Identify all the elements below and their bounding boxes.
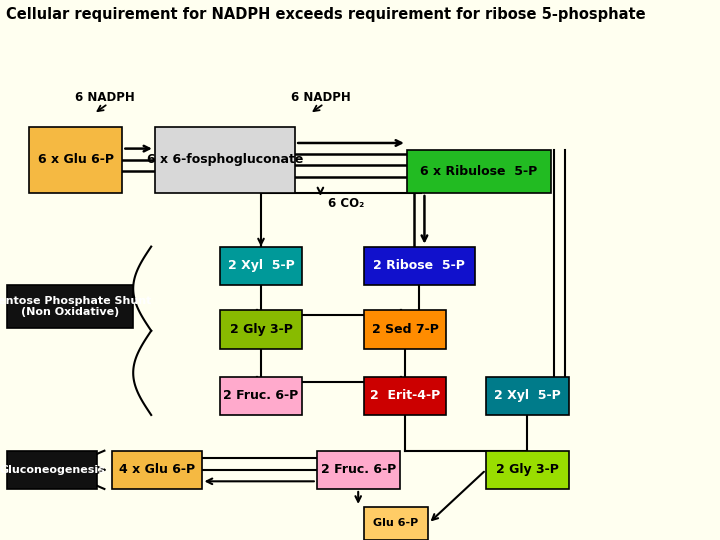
FancyBboxPatch shape bbox=[112, 451, 202, 489]
FancyBboxPatch shape bbox=[486, 377, 569, 415]
FancyBboxPatch shape bbox=[407, 150, 551, 193]
FancyBboxPatch shape bbox=[364, 377, 446, 415]
Text: Gluconeogenesis: Gluconeogenesis bbox=[0, 465, 105, 475]
Text: 2 Gly 3-P: 2 Gly 3-P bbox=[496, 463, 559, 476]
FancyBboxPatch shape bbox=[364, 507, 428, 540]
Text: 2 Ribose  5-P: 2 Ribose 5-P bbox=[374, 259, 465, 272]
FancyBboxPatch shape bbox=[7, 451, 97, 489]
FancyBboxPatch shape bbox=[29, 127, 122, 193]
Text: 2 Sed 7-P: 2 Sed 7-P bbox=[372, 323, 438, 336]
FancyBboxPatch shape bbox=[220, 310, 302, 349]
Text: 2 Xyl  5-P: 2 Xyl 5-P bbox=[228, 259, 294, 272]
Text: Glu 6-P: Glu 6-P bbox=[374, 518, 418, 529]
FancyBboxPatch shape bbox=[364, 310, 446, 349]
FancyBboxPatch shape bbox=[7, 285, 133, 328]
Text: 2 Xyl  5-P: 2 Xyl 5-P bbox=[494, 389, 561, 402]
FancyBboxPatch shape bbox=[220, 377, 302, 415]
Text: 6 x Glu 6-P: 6 x Glu 6-P bbox=[37, 153, 114, 166]
FancyBboxPatch shape bbox=[155, 127, 295, 193]
Text: 6 x Ribulose  5-P: 6 x Ribulose 5-P bbox=[420, 165, 537, 178]
Text: 2 Gly 3-P: 2 Gly 3-P bbox=[230, 323, 292, 336]
Text: 2 Fruc. 6-P: 2 Fruc. 6-P bbox=[223, 389, 299, 402]
Text: 2  Erit-4-P: 2 Erit-4-P bbox=[370, 389, 440, 402]
Text: 6 x 6-fosphogluconate: 6 x 6-fosphogluconate bbox=[147, 153, 303, 166]
Text: 6 NADPH: 6 NADPH bbox=[75, 91, 134, 104]
Text: 4 x Glu 6-P: 4 x Glu 6-P bbox=[119, 463, 194, 476]
Text: 6 NADPH: 6 NADPH bbox=[291, 91, 350, 104]
Text: Cellular requirement for NADPH exceeds requirement for ribose 5-phosphate: Cellular requirement for NADPH exceeds r… bbox=[6, 8, 645, 22]
FancyBboxPatch shape bbox=[220, 247, 302, 285]
Text: 2 Fruc. 6-P: 2 Fruc. 6-P bbox=[320, 463, 396, 476]
FancyBboxPatch shape bbox=[486, 451, 569, 489]
Text: Pentose Phosphate Shunt
(Non Oxidative): Pentose Phosphate Shunt (Non Oxidative) bbox=[0, 296, 151, 318]
FancyBboxPatch shape bbox=[317, 451, 400, 489]
Text: 6 CO₂: 6 CO₂ bbox=[328, 197, 364, 210]
FancyBboxPatch shape bbox=[364, 247, 475, 285]
